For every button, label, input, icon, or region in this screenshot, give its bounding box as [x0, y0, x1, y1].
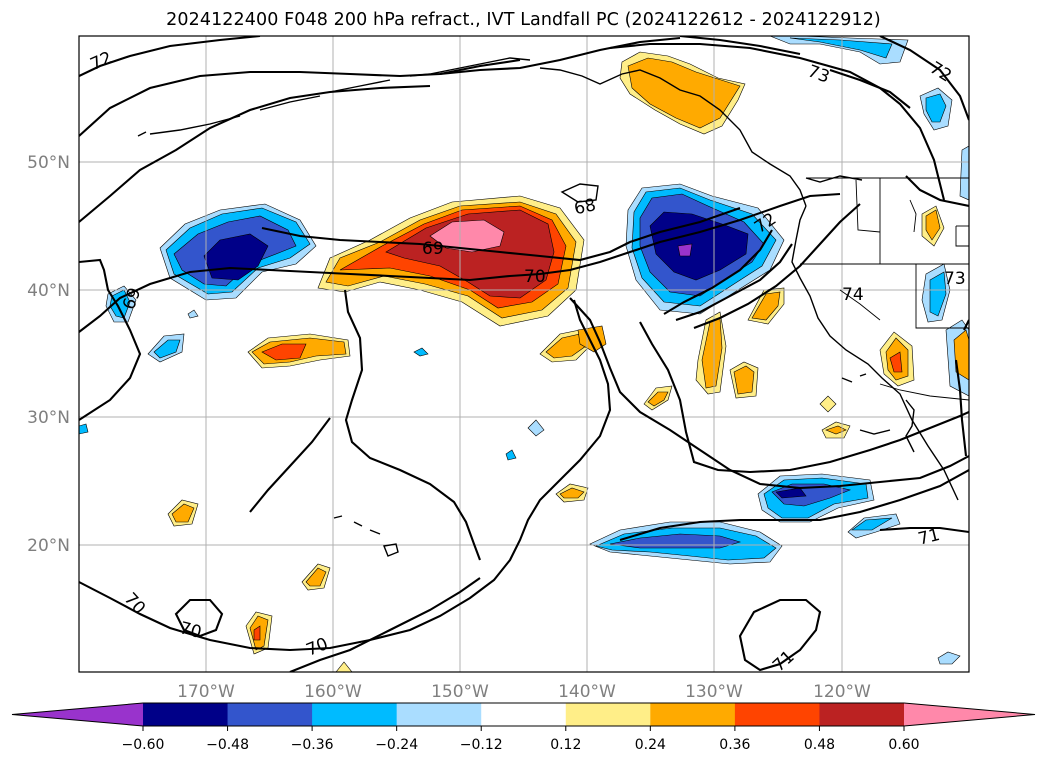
colorbar-tick-label: −0.12 [460, 737, 503, 753]
lon-label: 130°W [685, 682, 743, 702]
contour-label: 74 [842, 285, 864, 305]
political-borders [800, 177, 969, 401]
contour-label: 73 [944, 269, 966, 289]
lon-label: 160°W [304, 682, 362, 702]
colorbar-tick-label: −0.36 [291, 737, 334, 753]
lon-label: 170°W [177, 682, 235, 702]
colorbar-extend-low [12, 703, 143, 726]
colorbar-tick-label: 0.12 [550, 737, 581, 753]
colorbar-segment [650, 703, 736, 726]
ivt-shading [79, 36, 969, 672]
colorbar-tick-label: −0.24 [375, 737, 418, 753]
lat-label: 20°N [27, 536, 70, 556]
contour-label: 70 [524, 267, 546, 287]
lat-label: 40°N [27, 281, 70, 301]
colorbar-extend-high [904, 703, 1035, 726]
refractivity-contours [79, 36, 969, 672]
alaska-coast [539, 67, 807, 207]
colorbar-tick-label: −0.60 [122, 737, 165, 753]
colorbar: −0.60 −0.48 −0.36 −0.24 −0.12 0.12 0.24 0.36 0.4… [11, 702, 1036, 753]
colorbar-segment [143, 703, 229, 726]
colorbar-tick-label: −0.48 [206, 737, 249, 753]
coastlines [137, 57, 959, 557]
colorbar-tick-label: 0.36 [719, 737, 750, 753]
contour-label: 68 [572, 195, 597, 219]
colorbar-segment [481, 703, 567, 726]
colorbar-segment [312, 703, 398, 726]
lon-label: 120°W [813, 682, 871, 702]
colorbar-segment [396, 703, 482, 726]
colorbar-tick-label: 0.24 [635, 737, 666, 753]
colorbar-segment [819, 703, 905, 726]
colorbar-segment [227, 703, 313, 726]
colorbar-segment [734, 703, 820, 726]
lon-label: 150°W [431, 682, 489, 702]
lat-label: 50°N [27, 153, 70, 173]
strongest-positive-core [429, 219, 505, 253]
colorbar-segment [565, 703, 651, 726]
map-frame [78, 35, 970, 673]
lat-label: 30°N [27, 408, 70, 428]
contour-label: 69 [422, 239, 444, 259]
colorbar-tick-label: 0.60 [888, 737, 919, 753]
map-plot-area: 72 73 72 68 69 70 72 69 74 73 71 70 70 7… [79, 36, 969, 672]
map-title: 2024122400 F048 200 hPa refract., IVT La… [166, 10, 881, 30]
colorbar-tick-label: 0.48 [804, 737, 835, 753]
lon-label: 140°W [558, 682, 616, 702]
graticule [79, 36, 969, 672]
